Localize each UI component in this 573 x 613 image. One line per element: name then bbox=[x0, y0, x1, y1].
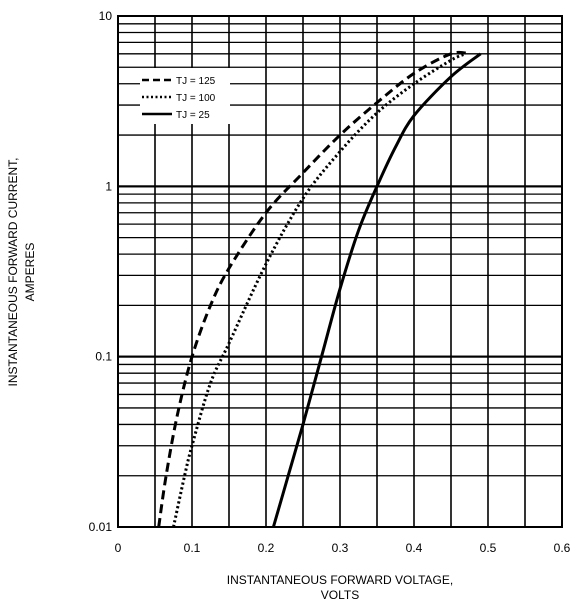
y-axis-title-line1: INSTANTANEOUS FORWARD CURRENT, bbox=[6, 158, 20, 387]
x-tick-label: 0.2 bbox=[258, 541, 275, 555]
series-line-tj125 bbox=[157, 50, 470, 528]
y-tick-label: 1 bbox=[105, 179, 112, 193]
legend-label-tj25: TJ = 25 bbox=[176, 110, 210, 121]
series-line-tj25 bbox=[271, 52, 482, 528]
y-tick-label: 10 bbox=[99, 9, 113, 23]
series-line-tj100 bbox=[172, 52, 467, 528]
x-tick-label: 0.3 bbox=[332, 541, 349, 555]
x-tick-label: 0.6 bbox=[554, 541, 571, 555]
x-tick-label: 0 bbox=[115, 541, 122, 555]
y-tick-label: 0.01 bbox=[89, 520, 113, 534]
x-tick-labels: 0 0.1 0.2 0.3 0.4 0.5 0.6 bbox=[115, 541, 571, 555]
plot-frame bbox=[117, 15, 563, 528]
series-curves bbox=[157, 50, 482, 528]
x-tick-label: 0.1 bbox=[184, 541, 201, 555]
legend: TJ = 125 TJ = 100 TJ = 25 bbox=[140, 68, 230, 124]
x-tick-label: 0.4 bbox=[406, 541, 423, 555]
y-tick-labels: 0.01 0.1 1 10 bbox=[89, 9, 113, 534]
x-axis-title-line1: INSTANTANEOUS FORWARD VOLTAGE, bbox=[227, 573, 453, 587]
y-axis-title-line2: AMPERES bbox=[23, 243, 37, 302]
x-tick-label: 0.5 bbox=[480, 541, 497, 555]
x-axis-title-line2: VOLTS bbox=[321, 588, 359, 602]
legend-label-tj100: TJ = 100 bbox=[176, 93, 216, 104]
y-tick-label: 0.1 bbox=[95, 350, 112, 364]
legend-label-tj125: TJ = 125 bbox=[176, 76, 216, 87]
grid bbox=[118, 16, 562, 527]
